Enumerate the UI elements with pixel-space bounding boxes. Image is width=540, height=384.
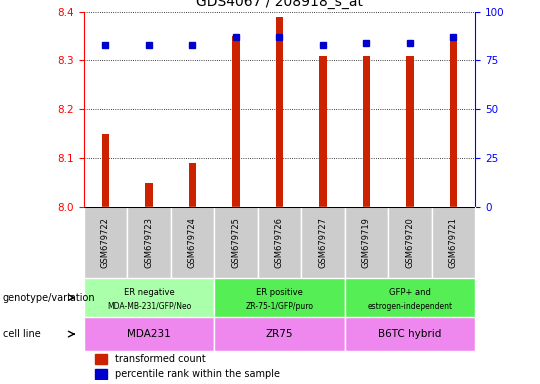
Text: GSM679720: GSM679720 [406,217,415,268]
Text: GSM679725: GSM679725 [232,217,240,268]
Text: transformed count: transformed count [115,354,206,364]
Bar [319,56,327,207]
Text: GSM679719: GSM679719 [362,217,371,268]
Bar [406,56,414,207]
Bar [345,207,388,278]
Title: GDS4067 / 208918_s_at: GDS4067 / 208918_s_at [196,0,363,9]
Bar [362,56,370,207]
Text: ER negative: ER negative [124,288,174,298]
Bar [84,317,214,351]
Bar [127,207,171,278]
Text: ZR75: ZR75 [266,329,293,339]
Text: ZR-75-1/GFP/puro: ZR-75-1/GFP/puro [246,301,313,311]
Bar [171,207,214,278]
Bar [96,369,107,379]
Bar [232,36,240,207]
Text: GSM679724: GSM679724 [188,217,197,268]
Text: GSM679722: GSM679722 [101,217,110,268]
Bar [449,36,457,207]
Bar [188,163,197,207]
Bar [275,17,284,207]
Text: MDA-MB-231/GFP/Neo: MDA-MB-231/GFP/Neo [107,301,191,311]
Bar [84,278,214,317]
Text: MDA231: MDA231 [127,329,171,339]
Bar [145,183,153,207]
Bar [388,207,431,278]
Text: GSM679723: GSM679723 [145,217,153,268]
Text: GSM679727: GSM679727 [319,217,327,268]
Bar [345,317,475,351]
Bar [84,207,127,278]
Text: GSM679726: GSM679726 [275,217,284,268]
Bar [214,207,258,278]
Text: ER positive: ER positive [256,288,303,298]
Bar [214,317,345,351]
Bar [301,207,345,278]
Bar [96,354,107,364]
Text: cell line: cell line [3,329,40,339]
Text: percentile rank within the sample: percentile rank within the sample [115,369,280,379]
Text: GSM679721: GSM679721 [449,217,458,268]
Bar [431,207,475,278]
Text: B6TC hybrid: B6TC hybrid [378,329,442,339]
Bar [102,134,110,207]
Text: GFP+ and: GFP+ and [389,288,431,298]
Bar [214,278,345,317]
Text: estrogen-independent: estrogen-independent [367,301,453,311]
Bar [258,207,301,278]
Text: genotype/variation: genotype/variation [3,293,96,303]
Bar [345,278,475,317]
